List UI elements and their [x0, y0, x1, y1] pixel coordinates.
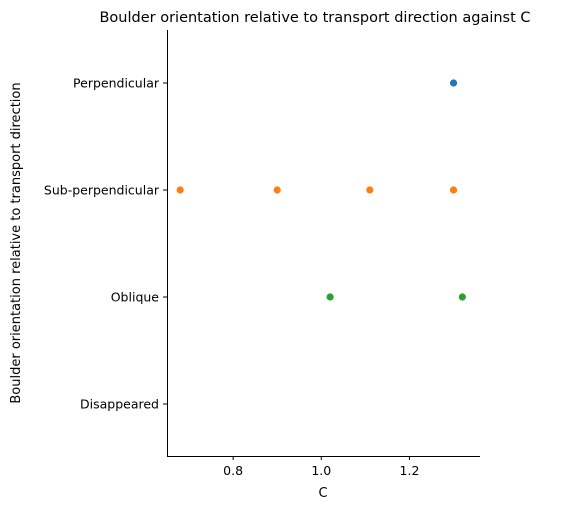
x-tick-label: 1.2: [400, 463, 420, 478]
data-point: [273, 186, 281, 194]
data-points: [176, 79, 466, 301]
data-point: [366, 186, 374, 194]
chart-title: Boulder orientation relative to transpor…: [99, 10, 530, 26]
x-tick-label: 1.0: [311, 463, 331, 478]
y-tick-label: Disappeared: [80, 397, 159, 412]
x-axis-label: C: [318, 486, 327, 501]
data-point: [458, 293, 466, 301]
x-tick-label: 0.8: [223, 463, 243, 478]
y-axis-label: Boulder orientation relative to transpor…: [9, 82, 24, 403]
data-point: [176, 186, 184, 194]
y-axis: Perpendicular Sub-perpendicular Oblique Dis…: [44, 30, 168, 456]
y-tick-label: Oblique: [111, 290, 160, 305]
data-point: [449, 79, 458, 87]
y-tick-label: Perpendicular: [73, 76, 160, 91]
x-axis: 0.8 1.0 1.2: [167, 456, 480, 478]
data-point: [326, 293, 334, 301]
data-point: [449, 186, 458, 194]
y-tick-label: Sub-perpendicular: [44, 183, 160, 198]
